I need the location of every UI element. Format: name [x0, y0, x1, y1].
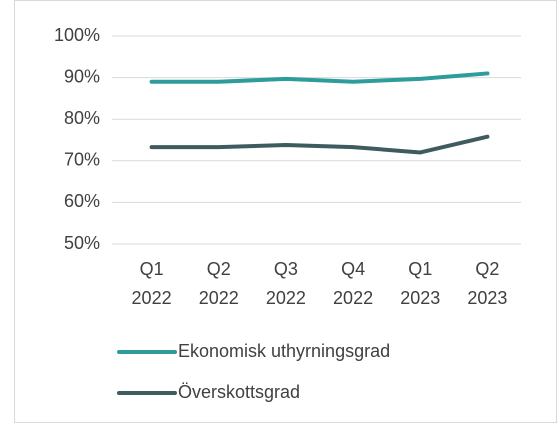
y-tick-label: 80%	[64, 108, 100, 128]
line-series	[149, 134, 490, 155]
y-tick-label: 90%	[64, 66, 100, 86]
y-tick-label: 50%	[64, 233, 100, 253]
x-tick-label: Q1 2022	[132, 259, 172, 308]
legend-label: Ekonomisk uthyrningsgrad	[178, 341, 390, 361]
chart-frame	[14, 0, 557, 423]
x-tick-label: Q2 2023	[467, 259, 507, 308]
line-series	[149, 71, 490, 84]
x-tick-label: Q1 2023	[400, 259, 440, 308]
y-tick-label: 70%	[64, 150, 100, 170]
x-tick-label: Q2 2022	[199, 259, 239, 308]
y-tick-label: 100%	[54, 25, 100, 45]
x-tick-label: Q3 2022	[266, 259, 306, 308]
x-tick-label: Q4 2022	[333, 259, 373, 308]
legend-label: Överskottsgrad	[178, 382, 300, 402]
y-tick-label: 60%	[64, 191, 100, 211]
